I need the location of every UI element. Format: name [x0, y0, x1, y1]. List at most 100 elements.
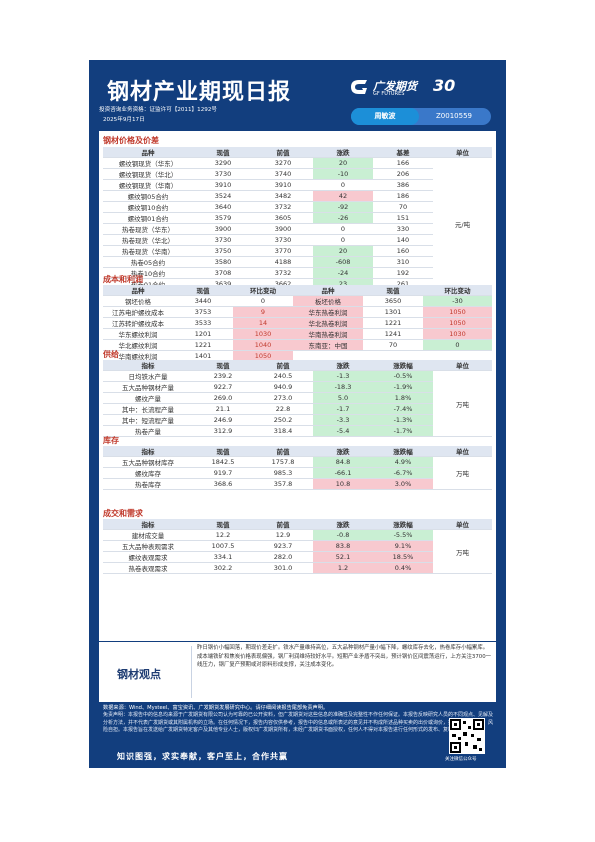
- table-row: 螺纹库存 919.7 985.3 -66.1 -6.7%: [103, 467, 492, 479]
- table-cell: -92: [313, 201, 373, 213]
- table-row: 钢坯价格 3440 0 板坯价格 3650 -30: [103, 295, 492, 307]
- table-cell: 923.7: [253, 540, 313, 552]
- row-label: 热卷10合约: [103, 267, 193, 279]
- table-cell: 3900: [193, 223, 253, 235]
- row-label: 其中：长流程产量: [103, 403, 193, 415]
- table-cell: 206: [373, 168, 433, 180]
- table-cell: 140: [373, 234, 433, 246]
- table-cell: 1301: [363, 306, 423, 318]
- row-label: 钢坯价格: [103, 295, 173, 307]
- gf-logo-icon: [351, 80, 367, 94]
- table-cell: 940.9: [253, 381, 313, 393]
- table-cell: 1241: [363, 328, 423, 340]
- inventory-table: 指标 现值 前值 涨跌 涨跌幅 单位 五大品种钢材库存 1842.5 1757.8 84.8 4.9…: [103, 446, 492, 490]
- table-cell: 70: [373, 201, 433, 213]
- table-cell: -5.4: [313, 425, 373, 437]
- table-cell: 192: [373, 267, 433, 279]
- column-header: 基差: [373, 147, 433, 158]
- row-label: 热卷现货（华北）: [103, 234, 193, 246]
- table-cell: 10.8: [313, 478, 373, 490]
- row-label: 螺纹钢现货（华南）: [103, 179, 193, 191]
- column-header: 品种: [293, 285, 363, 296]
- table-cell: 1050: [423, 317, 492, 329]
- table-cell: 0: [313, 223, 373, 235]
- table-cell: 357.8: [253, 478, 313, 490]
- table-cell: -0.5%: [373, 370, 433, 382]
- table-cell: 922.7: [193, 381, 253, 393]
- table-cell: 3740: [253, 168, 313, 180]
- table-cell: 239.2: [193, 370, 253, 382]
- table-cell: 3730: [193, 234, 253, 246]
- row-label: 热卷产量: [103, 425, 193, 437]
- column-header: 前值: [253, 147, 313, 158]
- table-cell: 0: [313, 234, 373, 246]
- table-row: 螺纹钢05合约 3524 3482 42 186: [103, 190, 492, 202]
- table-cell: 0.4%: [373, 562, 433, 574]
- row-label: 华北热卷利润: [293, 317, 363, 329]
- report-page: 钢材产业期现日报 投资咨询业务资格：证监许可【2011】1292号 2025年9…: [89, 60, 506, 768]
- table-cell: 1201: [173, 328, 233, 340]
- table-cell: 3290: [193, 157, 253, 169]
- column-header: 涨跌: [313, 446, 373, 457]
- row-label: 螺纹钢现货（华东）: [103, 157, 193, 169]
- qr-caption: 关注微信公众号: [445, 757, 477, 762]
- table-row: 其中：长流程产量 21.1 22.8 -1.7 -7.4%: [103, 403, 492, 415]
- table-cell: 301.0: [253, 562, 313, 574]
- table-cell: 386: [373, 179, 433, 191]
- table-row: 螺纹钢10合约 3640 3732 -92 70: [103, 201, 492, 213]
- view-divider: [191, 646, 192, 698]
- row-label: 螺纹钢10合约: [103, 201, 193, 213]
- table-cell: 3440: [173, 295, 233, 307]
- row-label: 建材成交量: [103, 529, 193, 541]
- column-header: 品种: [103, 147, 193, 158]
- table-row: 热卷05合约 3580 4188 -608 310: [103, 256, 492, 268]
- column-header: 涨跌: [313, 147, 373, 158]
- row-label: 热卷库存: [103, 478, 193, 490]
- table-cell: 12.9: [253, 529, 313, 541]
- table-cell: 269.0: [193, 392, 253, 404]
- column-header: 现值: [193, 519, 253, 530]
- section-title-supply: 供给: [103, 350, 119, 359]
- table-cell: 3900: [253, 223, 313, 235]
- report-content: 钢材价格及价差 品种 现值 前值 涨跌 基差 单位 螺纹钢现货（华东） 3290 3270 20 1…: [99, 131, 496, 641]
- table-row: 江苏转炉螺纹成本 3533 14 华北热卷利润 1221 1050: [103, 317, 492, 329]
- column-header: 单位: [433, 519, 492, 530]
- column-header: 环比变动: [233, 285, 293, 296]
- table-cell: 0: [423, 339, 492, 351]
- table-row: 螺纹钢01合约 3579 3605 -26 151: [103, 212, 492, 224]
- table-cell: 250.2: [253, 414, 313, 426]
- column-header: 涨跌幅: [373, 360, 433, 371]
- row-label: 东南亚：中国: [293, 339, 363, 351]
- table-cell: 9: [233, 306, 293, 318]
- table-row: 热卷10合约 3708 3732 -24 192: [103, 267, 492, 279]
- table-cell: 83.8: [313, 540, 373, 552]
- table-cell: 282.0: [253, 551, 313, 563]
- table-cell: 21.1: [193, 403, 253, 415]
- column-header: 指标: [103, 519, 193, 530]
- disclaimer: 免责声明：本报告中的信息均来源于广发期货有限公司认为可靠的已公开资料，但广发期货…: [103, 712, 494, 734]
- row-label: 五大品种钢材库存: [103, 456, 193, 468]
- row-label: 板坯价格: [293, 295, 363, 307]
- table-cell: 1030: [233, 328, 293, 340]
- table-row: 螺纹钢现货（华南） 3910 3910 0 386: [103, 179, 492, 191]
- table-cell: 20: [313, 157, 373, 169]
- table-cell: -1.7: [313, 403, 373, 415]
- view-text: 昨日钢价小幅回落，期现价差走扩。铁水产量维持高位，五大品种钢材产量小幅下降，螺纹…: [197, 645, 492, 668]
- row-label: 热卷现货（华东）: [103, 223, 193, 235]
- column-header: 单位: [433, 446, 492, 457]
- demand-table: 指标 现值 前值 涨跌 涨跌幅 单位 建材成交量 12.2 12.9 -0.8 -5.5% 万吨 五大品…: [103, 519, 492, 574]
- table-cell: 160: [373, 245, 433, 257]
- section-title-cost: 成本和利润: [103, 275, 143, 284]
- table-row: 热卷现货（华东） 3900 3900 0 330: [103, 223, 492, 235]
- data-source: 数据来源：Wind、Mysteel、富宝资讯、广发期货发展研究中心。请仔细阅读报…: [103, 705, 329, 711]
- column-header: 指标: [103, 360, 193, 371]
- column-header: 前值: [253, 446, 313, 457]
- table-cell: 3910: [193, 179, 253, 191]
- unit-cell: 万吨: [433, 456, 492, 490]
- table-row: 其中：短流程产量 246.9 250.2 -3.3 -1.3%: [103, 414, 492, 426]
- table-cell: -6.7%: [373, 467, 433, 479]
- report-header: 钢材产业期现日报 投资咨询业务资格：证监许可【2011】1292号 2025年9…: [89, 60, 506, 132]
- table-cell: -26: [313, 212, 373, 224]
- table-cell: -1.3: [313, 370, 373, 382]
- analyst-pill: 周敏波 Z0010559: [351, 108, 491, 125]
